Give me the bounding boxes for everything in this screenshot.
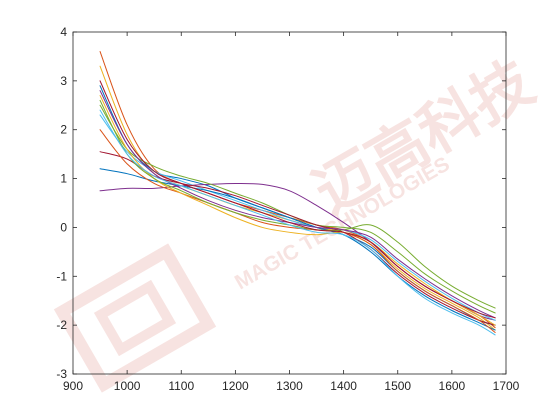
x-tick-label-1700: 1700 xyxy=(493,379,520,393)
series-line-6 xyxy=(99,114,496,321)
y-tick-label--1: -1 xyxy=(56,269,67,283)
series-line-8 xyxy=(99,168,496,331)
x-tick-label-1600: 1600 xyxy=(439,379,466,393)
tick-layer: 900 1000 1100 1200 1300 1400 1500 1600 1700 -3 -2 -… xyxy=(56,25,519,393)
x-tick-label-1000: 1000 xyxy=(114,379,141,393)
y-tick-label-0: 0 xyxy=(60,220,67,234)
x-tick-label-1500: 1500 xyxy=(384,379,411,393)
x-tick-label-900: 900 xyxy=(63,379,83,393)
series-line-10 xyxy=(99,95,496,326)
x-tick-label-1200: 1200 xyxy=(222,379,249,393)
series-line-11 xyxy=(99,99,496,309)
y-tick-label--3: -3 xyxy=(56,367,67,381)
x-tick-label-1400: 1400 xyxy=(330,379,357,393)
y-tick-label-1: 1 xyxy=(60,172,67,186)
series-line-13 xyxy=(99,109,496,336)
series-line-7 xyxy=(99,151,496,326)
watermark-chinese-text: 迈高科技 xyxy=(303,48,544,226)
y-tick-label-2: 2 xyxy=(60,123,67,137)
y-tick-label-3: 3 xyxy=(60,74,67,88)
series-layer xyxy=(99,51,496,336)
watermark-logo: 迈高科技 MAGIC TECHNOLOGIES xyxy=(53,48,544,393)
y-tick-label-4: 4 xyxy=(60,25,67,39)
x-tick-label-1100: 1100 xyxy=(168,379,194,393)
axes-box xyxy=(72,31,507,375)
x-tick-label-1300: 1300 xyxy=(276,379,303,393)
y-tick-label--2: -2 xyxy=(56,318,67,332)
series-line-14 xyxy=(99,80,496,319)
